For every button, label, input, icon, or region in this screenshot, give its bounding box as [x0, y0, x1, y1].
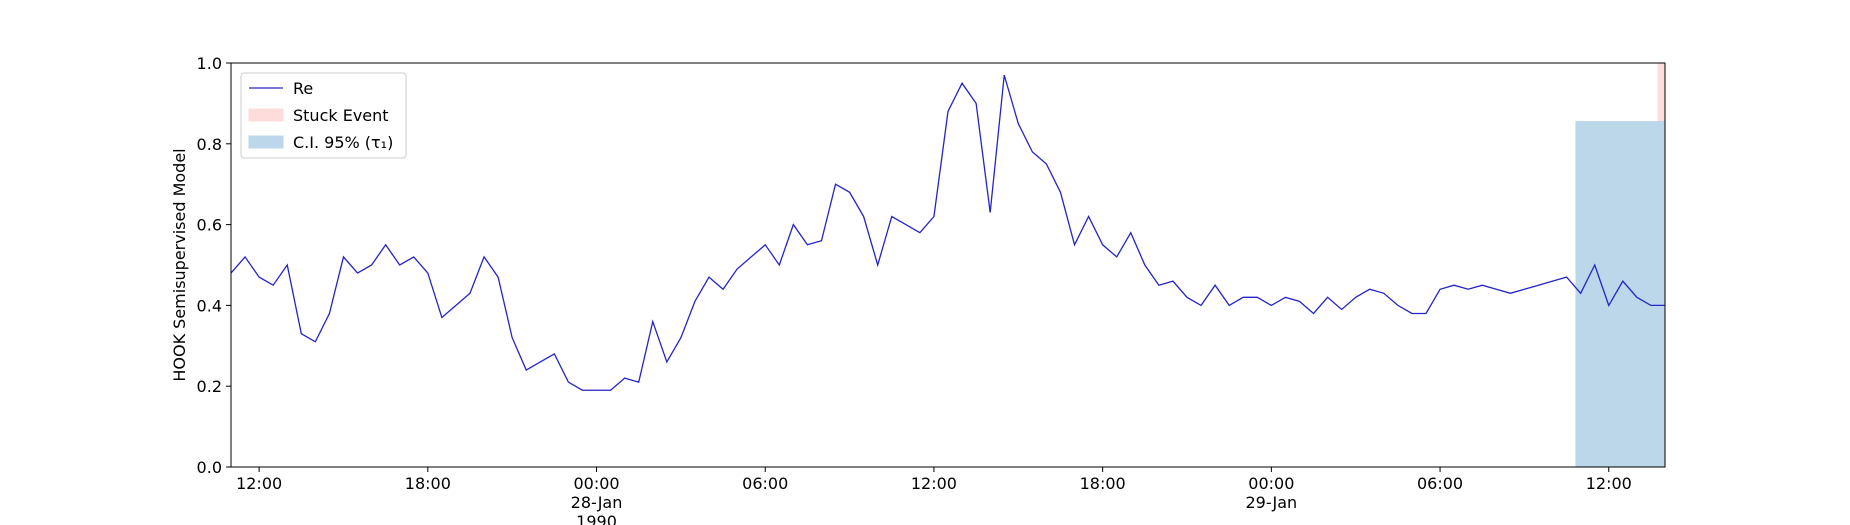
y-axis-label: HOOK Semisupervised Model: [170, 148, 189, 381]
y-tick-label: 0.2: [197, 377, 222, 396]
legend-label: C.I. 95% (τ₁): [293, 133, 393, 152]
shaded-span: [1575, 121, 1666, 468]
y-tick-label: 0.6: [197, 216, 222, 235]
y-tick-label: 1.0: [197, 54, 222, 73]
legend-swatch: [248, 108, 284, 122]
x-tick-label: 06:00: [742, 474, 788, 493]
legend-label: Stuck Event: [293, 106, 389, 125]
legend-swatch: [248, 135, 284, 149]
x-tick-label: 12:00: [1586, 474, 1632, 493]
x-tick-label: 18:00: [1080, 474, 1126, 493]
x-tick-label: 00:00 28-Jan 1990: [571, 474, 623, 525]
y-tick-label: 0.4: [197, 296, 222, 315]
y-tick-label: 0.8: [197, 135, 222, 154]
x-tick-label: 12:00: [236, 474, 282, 493]
plot-frame: [230, 62, 1666, 468]
legend-label: Re: [293, 79, 313, 98]
legend: Re Stuck Event C.I. 95% (τ₁): [240, 72, 407, 159]
data-line: [230, 74, 1665, 391]
x-tick-label: 12:00: [911, 474, 957, 493]
x-tick-label: 18:00: [405, 474, 451, 493]
x-tick-label: 06:00: [1417, 474, 1463, 493]
x-tick-label: 00:00 29-Jan: [1246, 474, 1298, 512]
y-tick-label: 0.0: [197, 458, 222, 477]
